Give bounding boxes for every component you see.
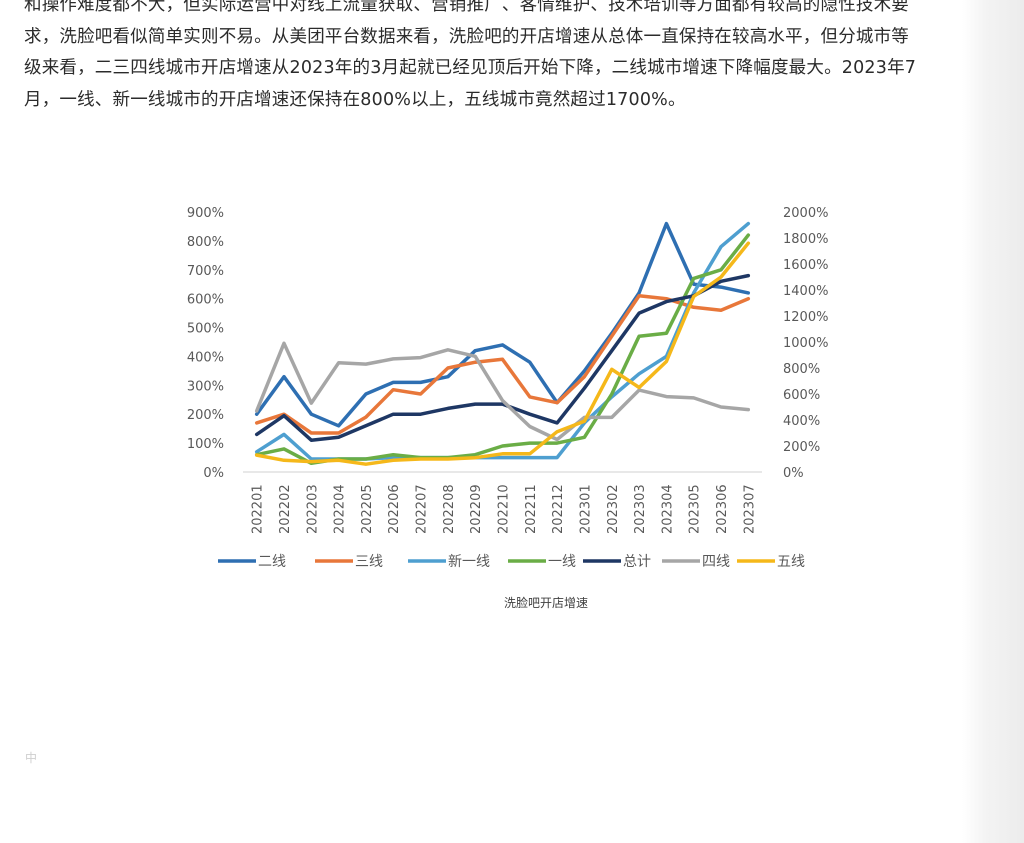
series-line-一线 [254, 233, 751, 466]
x-tick-label: 202305 [688, 484, 703, 534]
left-y-tick-label: 700% [187, 264, 224, 279]
right-y-tick-label: 600% [783, 388, 820, 403]
right-y-tick-label: 400% [783, 414, 820, 429]
left-y-tick-label: 0% [203, 466, 224, 481]
x-tick-label: 202307 [742, 484, 757, 534]
article-line-4: 月，一线、新一线城市的开店增速还保持在800%以上，五线城市竟然超过1700%。 [24, 89, 686, 110]
legend-label: 三线 [355, 554, 383, 570]
left-y-tick-label: 300% [187, 379, 224, 394]
right-y-tick-label: 1200% [783, 310, 828, 325]
x-tick-label: 202204 [333, 484, 348, 534]
right-y-tick-label: 800% [783, 362, 820, 377]
series-line-四线 [254, 341, 751, 442]
left-y-tick-label: 200% [187, 408, 224, 423]
legend-label: 一线 [548, 554, 576, 570]
x-tick-label: 202206 [387, 484, 402, 534]
chart-title: 洗脸吧开店增速 [504, 596, 588, 610]
legend-label: 新一线 [448, 554, 490, 570]
x-tick-label: 202210 [497, 484, 512, 534]
right-y-tick-label: 1400% [783, 284, 828, 299]
left-y-tick-label: 100% [187, 437, 224, 452]
x-tick-label: 202207 [415, 484, 430, 534]
series-line-二线 [254, 221, 751, 428]
right-edge-shade [962, 0, 1024, 843]
legend-label: 四线 [702, 554, 730, 570]
x-tick-label: 202304 [660, 484, 675, 534]
x-tick-label: 202211 [524, 484, 539, 534]
right-y-tick-label: 1600% [783, 258, 828, 273]
legend-label: 总计 [623, 554, 651, 570]
x-tick-label: 202306 [715, 484, 730, 534]
x-tick-label: 202212 [551, 484, 566, 534]
x-tick-label: 202302 [606, 484, 621, 534]
right-y-tick-label: 1800% [783, 232, 828, 247]
stray-character: 中 [25, 751, 38, 765]
x-tick-label: 202202 [278, 484, 293, 534]
left-y-tick-label: 900% [187, 206, 224, 221]
series-line-三线 [254, 294, 751, 435]
x-tick-label: 202203 [305, 484, 320, 534]
x-tick-label: 202201 [251, 484, 266, 534]
x-tick-label: 202303 [633, 484, 648, 534]
right-y-tick-label: 2000% [783, 206, 828, 221]
right-y-tick-label: 0% [783, 466, 804, 481]
legend-label: 二线 [258, 554, 286, 570]
left-y-tick-label: 800% [187, 235, 224, 250]
left-y-tick-label: 400% [187, 350, 224, 365]
x-tick-label: 202205 [360, 484, 375, 534]
series-line-五线 [254, 241, 751, 466]
x-tick-label: 202209 [469, 484, 484, 534]
article-line-1: 和操作难度都不大，但实际运营中对线上流量获取、营销推广、客情维护、技术培训等方面… [24, 0, 909, 15]
article-line-2: 求，洗脸吧看似简单实则不易。从美团平台数据来看，洗脸吧的开店增速从总体一直保持在… [24, 26, 909, 47]
article-line-3: 级来看，二三四线城市开店增速从2023年的3月起就已经见顶后开始下降，二线城市增… [24, 58, 917, 78]
right-y-tick-label: 200% [783, 440, 820, 455]
x-tick-label: 202301 [578, 484, 593, 534]
left-y-tick-label: 500% [187, 322, 224, 337]
right-y-tick-label: 1000% [783, 336, 828, 351]
x-tick-label: 202208 [442, 484, 457, 534]
series-line-总计 [254, 273, 751, 442]
left-y-tick-label: 600% [187, 293, 224, 308]
legend-label: 五线 [777, 554, 805, 570]
article-paragraph: 和操作难度都不大，但实际运营中对线上流量获取、营销推广、客情维护、技术培训等方面… [24, 0, 984, 116]
